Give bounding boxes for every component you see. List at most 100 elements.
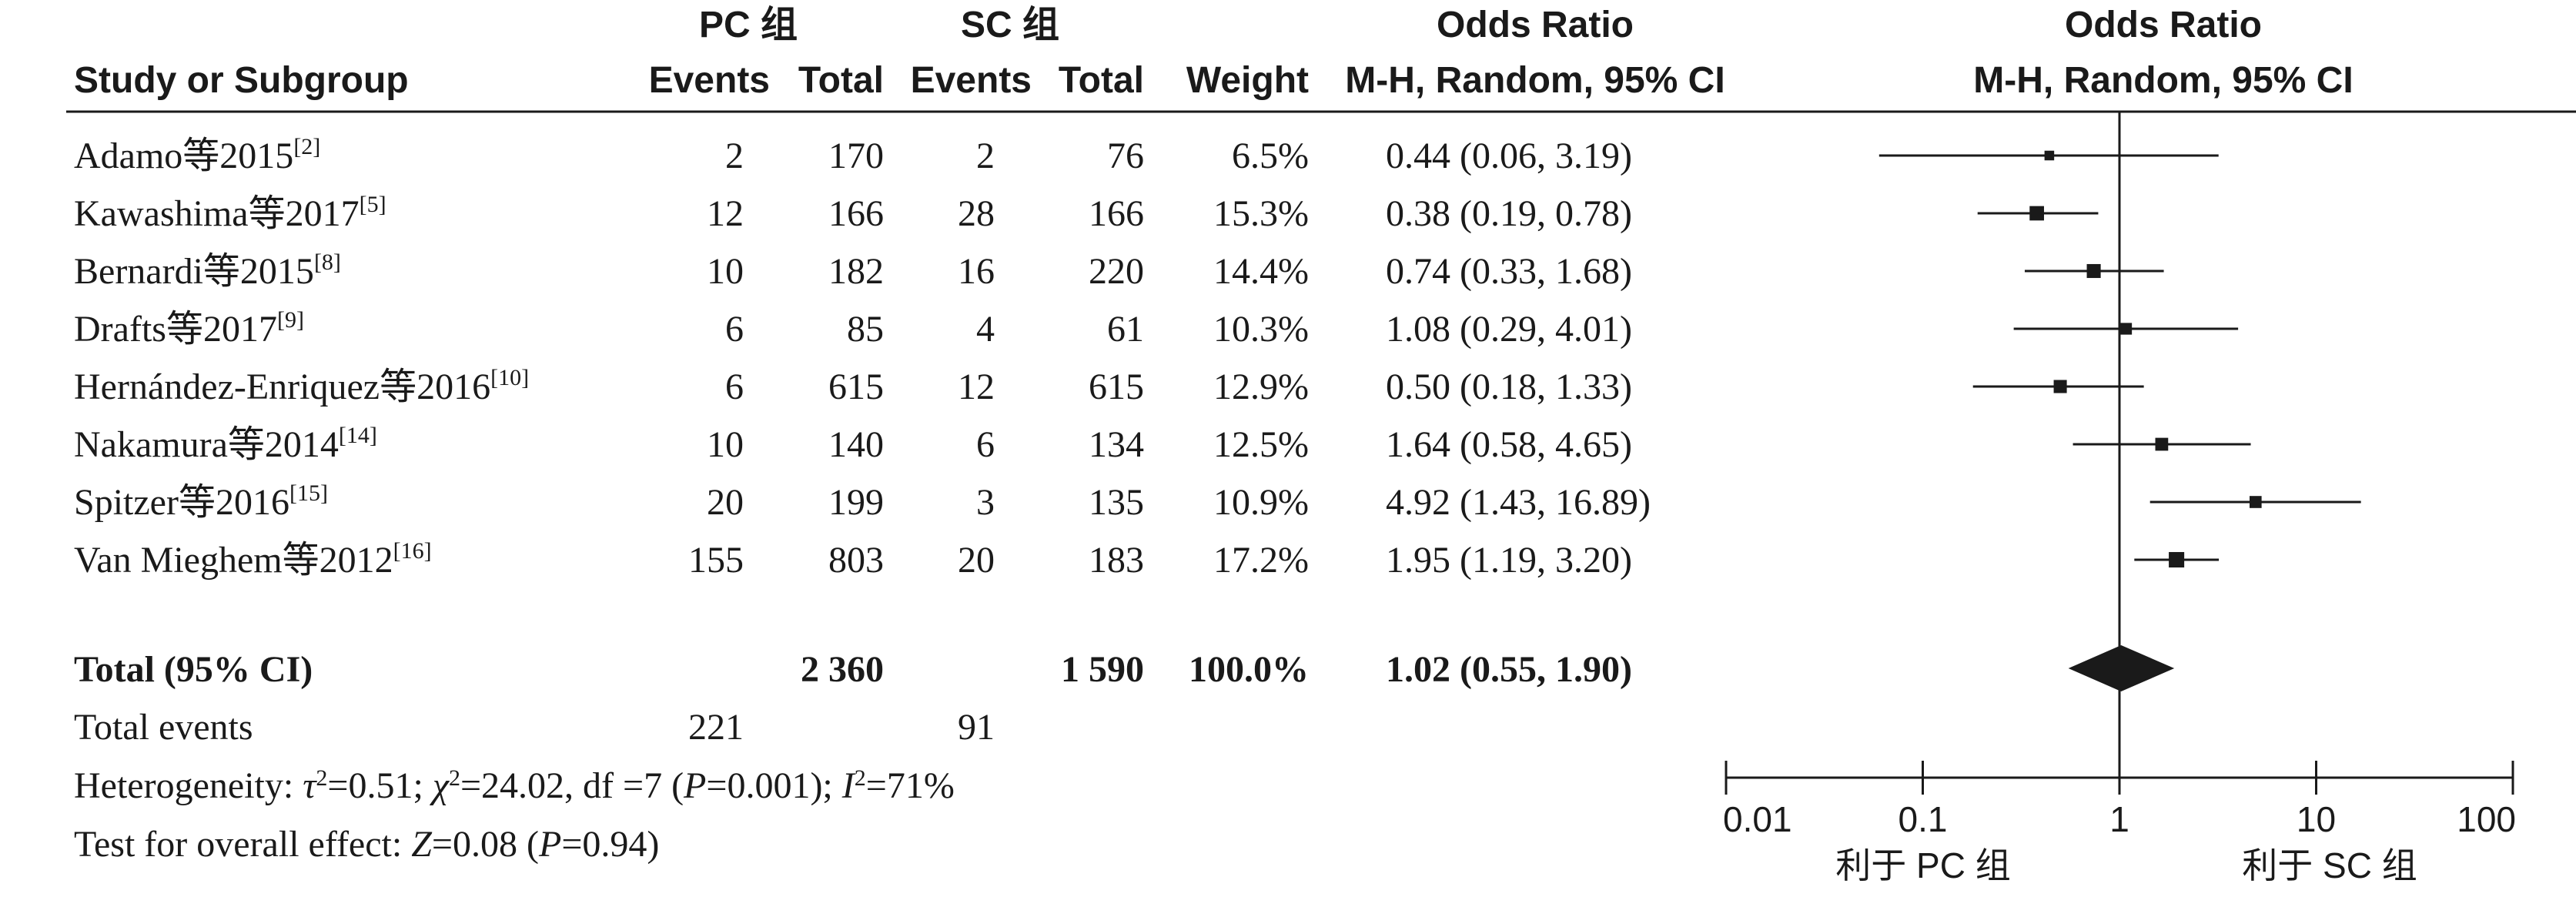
study-row: Kawashima等2017[5] 12 166 28 166 15.3% 0.38 (0.… xyxy=(74,192,1632,234)
pc-events-cell: 6 xyxy=(725,366,744,407)
weight-cell: 15.3% xyxy=(1213,193,1309,234)
total-label: Total (95% CI) xyxy=(74,649,313,690)
x-tick-label: 0.01 xyxy=(1723,799,1792,839)
study-name: Hernández-Enriquez等2016[10] xyxy=(74,365,529,407)
study-reference: [5] xyxy=(360,192,386,217)
study-reference: [14] xyxy=(339,423,377,448)
ci-cell: 0.44 (0.06, 3.19) xyxy=(1386,136,1632,176)
study-name-text: Nakamura等2014 xyxy=(74,424,339,465)
pc-total-cell: 85 xyxy=(847,309,884,350)
pc-events-header: Events xyxy=(649,60,770,101)
study-name-text: Bernardi等2015 xyxy=(74,251,314,292)
pc-events-cell: 155 xyxy=(688,540,744,581)
sc-total-cell: 615 xyxy=(1089,366,1144,407)
overall-effect-label: Test for overall effect: xyxy=(74,824,411,865)
p-symbol: P xyxy=(683,765,706,806)
x-tick-label: 1 xyxy=(2109,799,2129,839)
study-row: Spitzer等2016[15] 20 199 3 135 10.9% 4.92 (1.43… xyxy=(74,480,1651,523)
study-name-text: Drafts等2017 xyxy=(74,309,277,350)
study-name-text: Van Mieghem等2012 xyxy=(74,540,393,581)
chi-symbol: χ xyxy=(430,765,450,806)
sc-events-cell: 20 xyxy=(958,540,995,581)
weight-cell: 12.5% xyxy=(1213,424,1309,465)
weight-cell: 12.9% xyxy=(1213,366,1309,407)
total-sc-total: 1 590 xyxy=(1061,649,1144,690)
x-axis-ticks: 0.01 0.1 1 10 100 xyxy=(1723,761,2516,839)
sc-total-header: Total xyxy=(1059,60,1144,101)
total-events-label: Total events xyxy=(74,707,253,748)
point-estimate xyxy=(2029,206,2044,221)
overall-p-symbol: P xyxy=(538,824,561,865)
forest-plot-area: 0.01 0.1 1 10 100 利于 PC 组 利于 SC 组 xyxy=(1723,112,2516,885)
study-reference: [16] xyxy=(393,538,432,564)
study-name: Kawashima等2017[5] xyxy=(74,192,386,234)
study-name: Nakamura等2014[14] xyxy=(74,423,377,465)
point-estimate xyxy=(2155,437,2169,451)
sc-total-cell: 220 xyxy=(1089,251,1144,292)
study-name: Adamo等2015[2] xyxy=(74,134,320,176)
or-column-title: Odds Ratio xyxy=(1437,5,1634,45)
sc-events-cell: 16 xyxy=(958,251,995,292)
pc-events-cell: 10 xyxy=(707,424,744,465)
point-estimate xyxy=(2169,551,2185,568)
sc-events-header: Events xyxy=(911,60,1032,101)
sc-total-cell: 166 xyxy=(1089,193,1144,234)
point-estimate xyxy=(2086,263,2101,279)
overall-p-value: =0.94) xyxy=(561,824,659,865)
sc-events-cell: 6 xyxy=(976,424,995,465)
sc-total-cell: 76 xyxy=(1107,136,1144,176)
pc-group-header: PC 组 xyxy=(699,5,798,45)
weight-header: Weight xyxy=(1186,60,1309,101)
pc-total-cell: 615 xyxy=(828,366,884,407)
pc-events-cell: 20 xyxy=(707,482,744,523)
study-name: Van Mieghem等2012[16] xyxy=(74,538,432,581)
chi-superscript: 2 xyxy=(449,765,460,791)
pc-events-cell: 10 xyxy=(707,251,744,292)
or-column-method: M-H, Random, 95% CI xyxy=(1345,60,1725,101)
pc-total-header: Total xyxy=(798,60,884,101)
sc-events-cell: 28 xyxy=(958,193,995,234)
study-column-header: Study or Subgroup xyxy=(74,60,409,101)
tau2-value: =0.51; xyxy=(327,765,432,806)
study-name: Spitzer等2016[15] xyxy=(74,480,328,523)
study-row: Adamo等2015[2] 2 170 2 76 6.5% 0.44 (0.06, 3.19… xyxy=(74,134,1632,176)
i-symbol: I xyxy=(841,765,856,806)
ci-cell: 1.95 (1.19, 3.20) xyxy=(1386,540,1632,581)
total-events-sc: 91 xyxy=(958,707,995,748)
z-symbol: Z xyxy=(411,824,433,865)
study-name: Drafts等2017[9] xyxy=(74,307,304,350)
x-tick-label: 0.1 xyxy=(1899,799,1948,839)
sc-events-cell: 12 xyxy=(958,366,995,407)
pc-total-cell: 199 xyxy=(828,482,884,523)
pc-events-cell: 6 xyxy=(725,309,744,350)
sc-events-cell: 4 xyxy=(976,309,995,350)
tau-superscript: 2 xyxy=(316,765,327,791)
sc-events-cell: 2 xyxy=(976,136,995,176)
study-reference: [2] xyxy=(293,134,320,159)
favours-pc-label: 利于 PC 组 xyxy=(1835,845,2010,885)
pc-events-cell: 12 xyxy=(707,193,744,234)
tau-symbol: τ xyxy=(303,765,317,806)
pc-total-cell: 803 xyxy=(828,540,884,581)
total-ci-text: 1.02 (0.55, 1.90) xyxy=(1386,649,1632,690)
study-reference: [10] xyxy=(490,365,529,390)
plot-method: M-H, Random, 95% CI xyxy=(1973,60,2353,101)
ci-cell: 0.74 (0.33, 1.68) xyxy=(1386,251,1632,292)
study-reference: [9] xyxy=(277,307,304,333)
study-name-text: Adamo等2015 xyxy=(74,136,293,176)
weight-cell: 10.3% xyxy=(1213,309,1309,350)
weight-cell: 6.5% xyxy=(1232,136,1309,176)
weight-cell: 17.2% xyxy=(1213,540,1309,581)
study-rows: Adamo等2015[2] 2 170 2 76 6.5% 0.44 (0.06, 3.19… xyxy=(74,134,1651,581)
total-pc-total: 2 360 xyxy=(801,649,884,690)
sc-total-cell: 135 xyxy=(1089,482,1144,523)
ci-cell: 1.64 (0.58, 4.65) xyxy=(1386,424,1632,465)
sc-events-cell: 3 xyxy=(976,482,995,523)
pc-total-cell: 166 xyxy=(828,193,884,234)
pc-total-cell: 140 xyxy=(828,424,884,465)
x-tick-label: 10 xyxy=(2297,799,2336,839)
weight-cell: 10.9% xyxy=(1213,482,1309,523)
total-weight: 100.0% xyxy=(1189,649,1309,690)
total-events-row: Total events 221 91 xyxy=(74,707,995,748)
point-estimate xyxy=(2053,380,2067,393)
